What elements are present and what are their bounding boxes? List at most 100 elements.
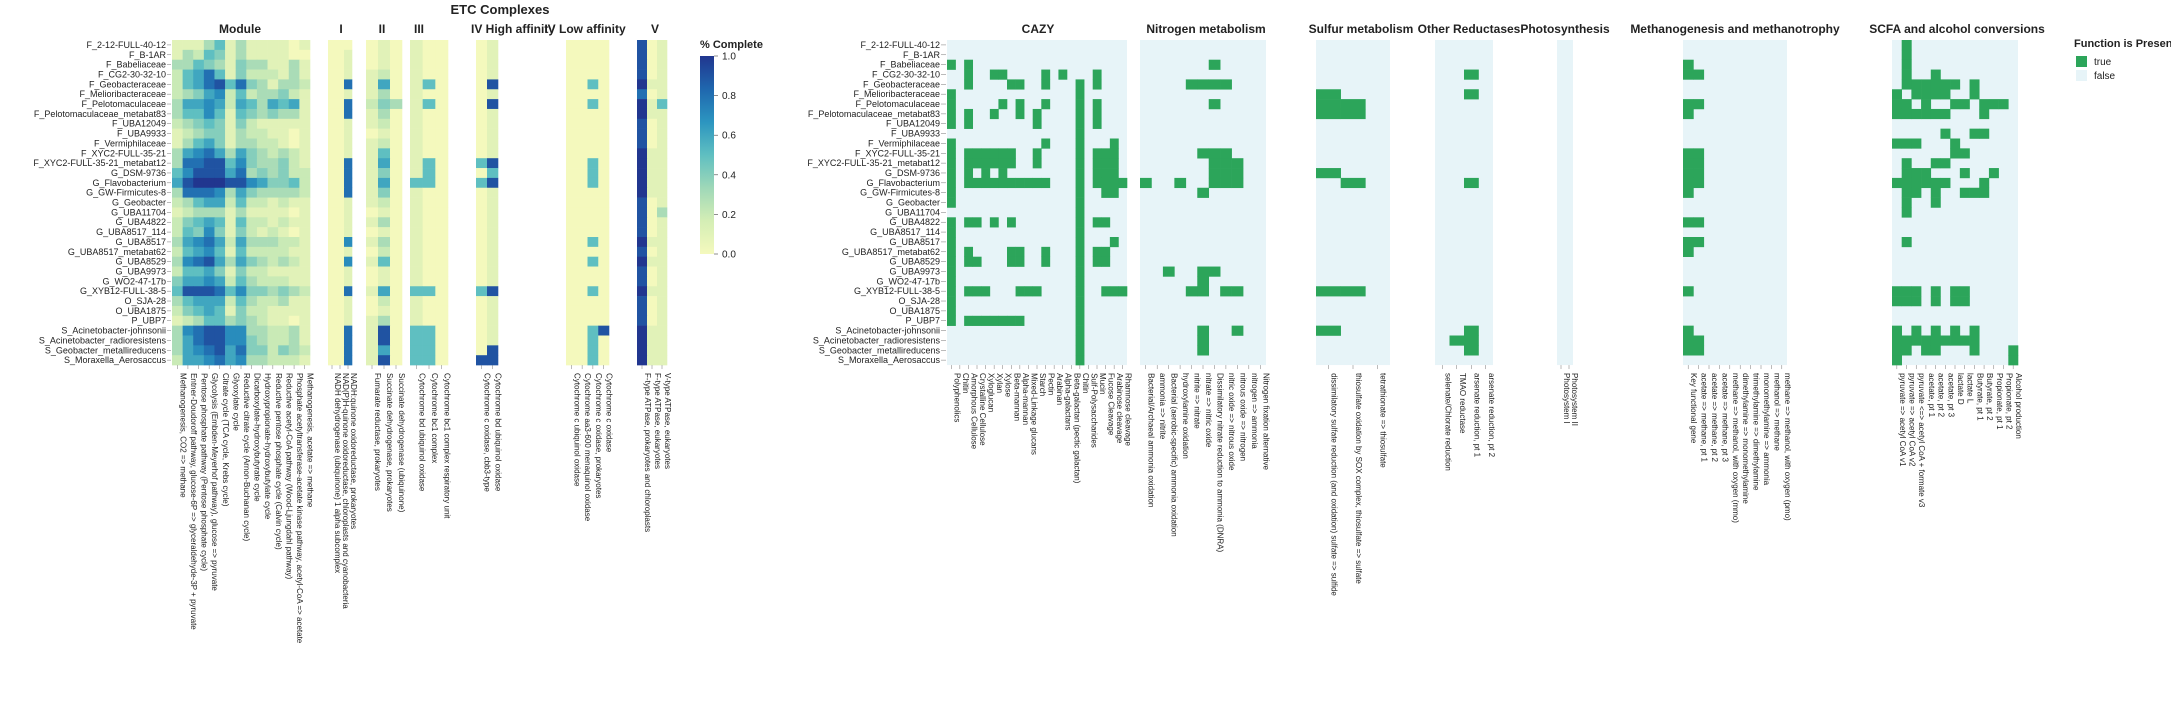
heat-cell bbox=[487, 246, 499, 257]
heat-cell bbox=[182, 296, 194, 307]
heat-cell bbox=[182, 177, 194, 189]
heat-cell bbox=[422, 49, 436, 60]
heat-cell bbox=[476, 286, 488, 297]
heat-cell bbox=[344, 118, 353, 129]
heat-cell bbox=[410, 246, 423, 257]
heat-cell bbox=[267, 148, 279, 159]
left-row-label: S_Moraxella_Aerosaccus bbox=[64, 355, 167, 365]
presence-cell bbox=[1041, 69, 1051, 80]
right-row-label: O_UBA1875 bbox=[889, 306, 940, 316]
heat-cell bbox=[576, 138, 588, 149]
heat-cell bbox=[288, 138, 300, 149]
presence-cell bbox=[1075, 197, 1085, 208]
heat-cell bbox=[344, 128, 353, 139]
heat-cell bbox=[225, 345, 236, 356]
heat-cell bbox=[637, 128, 648, 139]
heat-cell bbox=[366, 217, 379, 228]
heat-cell bbox=[566, 246, 578, 257]
heat-cell bbox=[378, 305, 391, 317]
col-label: acetate, pt 1 bbox=[1927, 373, 1936, 418]
heat-cell bbox=[256, 168, 268, 179]
presence-cell bbox=[964, 148, 974, 159]
presence-cell bbox=[989, 217, 999, 228]
heat-cell bbox=[344, 335, 353, 346]
heat-cell bbox=[390, 246, 403, 257]
heat-cell bbox=[378, 256, 391, 267]
col-label: Alcohol production bbox=[2014, 373, 2023, 439]
heat-cell bbox=[246, 168, 258, 179]
heat-cell bbox=[410, 197, 423, 208]
heat-cell bbox=[647, 40, 658, 51]
presence-cell bbox=[1979, 177, 1990, 189]
heat-cell bbox=[203, 69, 215, 80]
heat-cell bbox=[435, 355, 449, 366]
heat-cell bbox=[288, 315, 300, 326]
colorbar-tick-label: 0.8 bbox=[722, 91, 736, 102]
heat-cell bbox=[657, 207, 668, 218]
heat-cell bbox=[637, 237, 648, 248]
col-label: V-type ATPase, eukaryotes bbox=[663, 373, 672, 469]
heat-cell bbox=[288, 345, 300, 356]
heat-cell bbox=[203, 40, 215, 51]
panel-background bbox=[1557, 40, 1573, 366]
presence-cell bbox=[1075, 128, 1085, 139]
heat-cell bbox=[182, 355, 194, 366]
heat-cell bbox=[390, 276, 403, 287]
heat-cell bbox=[410, 49, 423, 60]
heat-cell bbox=[344, 325, 353, 336]
heat-cell bbox=[598, 49, 610, 60]
presence-cell bbox=[1101, 148, 1111, 159]
presence-cell bbox=[1075, 227, 1085, 238]
panel-title: II bbox=[379, 22, 386, 36]
heat-cell bbox=[487, 207, 499, 218]
heat-cell bbox=[246, 296, 258, 307]
heat-cell bbox=[598, 158, 610, 169]
heat-cell bbox=[390, 325, 403, 336]
heat-cell bbox=[587, 49, 599, 60]
heat-cell bbox=[328, 296, 337, 307]
heat-cell bbox=[576, 325, 588, 336]
heat-cell bbox=[487, 305, 499, 317]
heat-cell bbox=[657, 266, 668, 277]
heat-cell bbox=[422, 355, 436, 366]
heat-cell bbox=[598, 138, 610, 149]
right-row-label: F_Pelotomaculaceae bbox=[855, 99, 940, 109]
left-row-label: G_UBA8529 bbox=[115, 257, 166, 267]
heat-cell bbox=[267, 315, 279, 326]
heat-cell bbox=[422, 99, 436, 110]
heat-cell bbox=[598, 315, 610, 326]
heat-cell bbox=[267, 227, 279, 238]
presence-cell bbox=[1015, 108, 1025, 120]
presence-cell bbox=[1683, 217, 1694, 228]
heat-cell bbox=[225, 237, 236, 248]
heat-cell bbox=[182, 217, 194, 228]
heat-cell bbox=[576, 108, 588, 120]
presence-cell bbox=[1940, 335, 1951, 346]
heat-cell bbox=[587, 237, 599, 248]
heat-cell bbox=[235, 108, 247, 120]
heat-cell bbox=[390, 217, 403, 228]
heat-cell bbox=[476, 246, 488, 257]
colorbar-tick-label: 0.4 bbox=[722, 170, 736, 181]
heat-cell bbox=[587, 256, 599, 267]
heat-cell bbox=[214, 237, 226, 248]
heat-cell bbox=[328, 286, 337, 297]
heat-cell bbox=[435, 207, 449, 218]
heat-cell bbox=[487, 296, 499, 307]
right-row-label: G_XYB12-FULL-38-5 bbox=[854, 286, 940, 296]
heat-cell bbox=[637, 197, 648, 208]
presence-cell bbox=[1220, 158, 1232, 169]
heat-cell bbox=[344, 49, 353, 60]
heat-cell bbox=[566, 108, 578, 120]
col-label: dissimilatory sulfate reduction (and oxi… bbox=[1329, 373, 1338, 596]
heat-cell bbox=[476, 49, 488, 60]
heat-cell bbox=[657, 177, 668, 189]
heat-cell bbox=[598, 177, 610, 189]
heat-cell bbox=[193, 276, 205, 287]
presence-cell bbox=[964, 315, 974, 326]
right-row-label: F_Pelotomaculaceae_metabat83 bbox=[808, 109, 940, 119]
heat-cell bbox=[203, 335, 215, 346]
col-label: Methanogenesis, acetate => methane bbox=[306, 373, 315, 508]
heat-cell bbox=[172, 197, 183, 208]
heat-cell bbox=[182, 256, 194, 267]
